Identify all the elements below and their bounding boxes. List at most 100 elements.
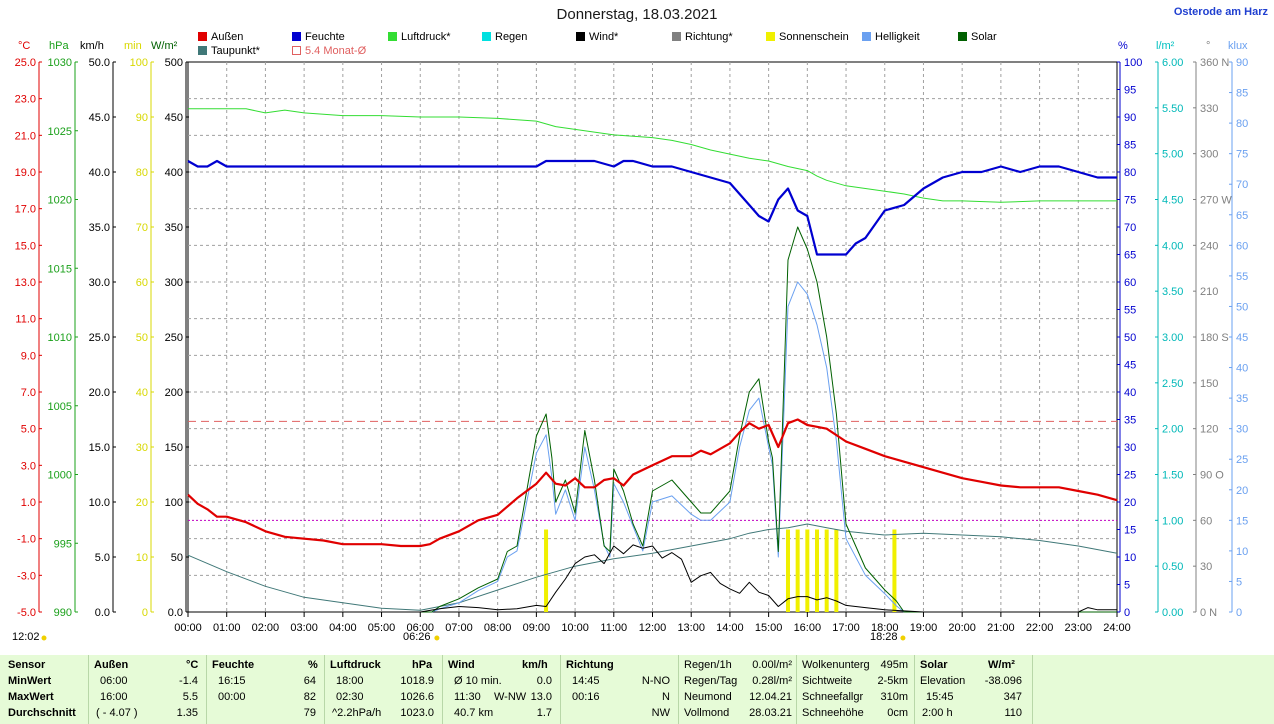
stats-extra-label-2: Neumond: [684, 691, 732, 703]
stats-avg-aussen-note: ( - 4.07 ): [96, 707, 138, 719]
axis-tick-label-wm2: 150: [165, 442, 183, 454]
axis-tick-label-klux: 15: [1236, 515, 1248, 527]
axis-tick-label-hpa: 1015: [48, 263, 72, 275]
unit-hpa: hPa: [49, 40, 69, 52]
x-tick-label: 05:00: [368, 622, 396, 634]
series-line-feuchte: [187, 159, 1117, 256]
axis-tick-label-pct: 45: [1124, 360, 1136, 372]
axis-tick-label-temp: 17.0: [15, 204, 36, 216]
series-line-auen: [187, 418, 1118, 548]
axis-tick-label-lm2: 6.00: [1162, 57, 1183, 69]
sunset-marker: 18:28: [870, 631, 898, 643]
legend-item: Regen: [482, 31, 527, 43]
legend-label: Wind*: [589, 31, 619, 43]
x-tick-label: 12:00: [639, 622, 667, 634]
axis-tick-label-pct: 90: [1124, 112, 1136, 124]
x-tick-label: 11:00: [600, 622, 627, 634]
axis-tick-label-hpa: 1010: [48, 332, 72, 344]
axis-tick-label-lm2: 5.00: [1162, 149, 1183, 161]
axis-tick-label-deg: 330: [1200, 103, 1218, 115]
axis-tick-label-pct: 55: [1124, 305, 1136, 317]
axis-tick-label-hpa: 1025: [48, 126, 72, 138]
stats-panel: Sensor Außen °C Feuchte % Luftdruck hPa …: [0, 655, 1274, 724]
axis-tick-label-pct: 50: [1124, 332, 1136, 344]
axis-tick-label-klux: 75: [1236, 149, 1248, 161]
legend-label: 5.4 Monat-Ø: [305, 45, 367, 57]
stats-max-label: MaxWert: [8, 691, 54, 703]
weather-chart: 25.0 23.0 21.0 19.0 17.0 15.0 13.0 11.0 9.0 7.0 5.…: [15, 57, 1248, 641]
x-tick-label: 07:00: [445, 622, 473, 634]
axis-tick-label-hpa: 1005: [48, 401, 72, 413]
x-tick-label: 14:00: [716, 622, 744, 634]
legend-label: Außen: [211, 31, 244, 43]
stats-header-wind: Wind: [448, 659, 475, 671]
axis-tick-label-kmh: 20.0: [89, 387, 110, 399]
stats-max-wind-dir: W-NW: [494, 691, 527, 703]
axis-tick-label-pct: 15: [1124, 525, 1136, 537]
stats-avg-wind-label: 40.7 km: [454, 707, 494, 719]
axis-tick-label-wm2: 50: [171, 552, 183, 564]
x-tick-label: 00:00: [174, 622, 202, 634]
stats-avg-wind-val: 1.7: [536, 707, 552, 719]
stats-header-solar-unit: W/m²: [988, 659, 1015, 671]
stats-min-richt-val: N-NO: [641, 675, 670, 687]
legend-swatch: [482, 32, 491, 41]
series-line-luftdruck: [188, 108, 1117, 203]
axis-tick-label-min: 40: [136, 387, 148, 399]
stats-min-wind-val: 0.0: [536, 675, 552, 687]
sunshine-bar: [815, 529, 820, 612]
axis-tick-label-lm2: 0.50: [1162, 561, 1183, 573]
axis-tick-label-hpa: 990: [54, 607, 72, 619]
noon-dot: [41, 635, 47, 641]
stats-header-luftdruck: Luftdruck: [330, 659, 381, 671]
sunshine-bar: [795, 529, 800, 612]
sunrise-marker: 06:26: [403, 631, 431, 643]
stats-extra-label-3: Vollmond: [684, 707, 730, 719]
stats-separator: [442, 655, 443, 724]
stats-min-feuchte-time: 16:15: [218, 675, 246, 687]
axis-tick-label-temp: 13.0: [15, 277, 36, 289]
unit-min: min: [124, 40, 142, 52]
unit-lm2: l/m²: [1156, 40, 1175, 52]
stats-solar-label-1: 15:45: [926, 691, 954, 703]
stats-extra-value-0: 0.00l/m²: [752, 659, 792, 671]
axis-tick-label-deg: 240: [1200, 240, 1218, 252]
axis-tick-label-kmh: 30.0: [89, 277, 110, 289]
stats-extra2-value-1: 2-5km: [877, 675, 908, 687]
legend-item: Außen: [198, 31, 243, 43]
legend-label: Richtung*: [685, 31, 733, 43]
axis-tick-label-deg: 0 N: [1200, 607, 1217, 619]
stats-avg-luft-val: 1023.0: [400, 707, 434, 719]
legend-swatch: [862, 32, 871, 41]
stats-extra2-label-1: Sichtweite: [802, 675, 853, 687]
axis-tick-label-pct: 80: [1124, 167, 1136, 179]
axis-tick-label-min: 0: [142, 607, 148, 619]
axis-tick-label-wm2: 450: [165, 112, 183, 124]
axis-tick-label-klux: 35: [1236, 393, 1248, 405]
axis-tick-label-wm2: 350: [165, 222, 183, 234]
unit-temp: °C: [18, 40, 31, 52]
stats-extra-label-0: Regen/1h: [684, 659, 732, 671]
x-tick-label: 22:00: [1026, 622, 1054, 634]
axis-tick-label-pct: 10: [1124, 552, 1136, 564]
legend-swatch: [388, 32, 397, 41]
sunshine-bar: [892, 529, 897, 612]
sunshine-bar: [824, 529, 829, 612]
axis-tick-label-temp: 5.0: [21, 424, 36, 436]
axis-tick-label-lm2: 2.00: [1162, 424, 1183, 436]
unit-pct: %: [1118, 40, 1128, 52]
legend-label: Luftdruck*: [401, 31, 451, 43]
plot-frame: [187, 61, 1118, 613]
stats-extra2-value-2: 310m: [880, 691, 908, 703]
stats-header-richtung: Richtung: [566, 659, 614, 671]
stats-header-luftdruck-unit: hPa: [412, 659, 433, 671]
unit-deg: °: [1206, 40, 1211, 52]
axis-tick-label-klux: 5: [1236, 576, 1242, 588]
axis-tick-label-temp: 3.0: [21, 460, 36, 472]
stats-extra2-value-3: 0cm: [887, 707, 908, 719]
axis-tick-label-kmh: 50.0: [89, 57, 110, 69]
sunshine-bar: [834, 529, 839, 612]
axis-tick-label-pct: 60: [1124, 277, 1136, 289]
stats-separator: [914, 655, 915, 724]
axis-tick-label-deg: 180 S: [1200, 332, 1229, 344]
